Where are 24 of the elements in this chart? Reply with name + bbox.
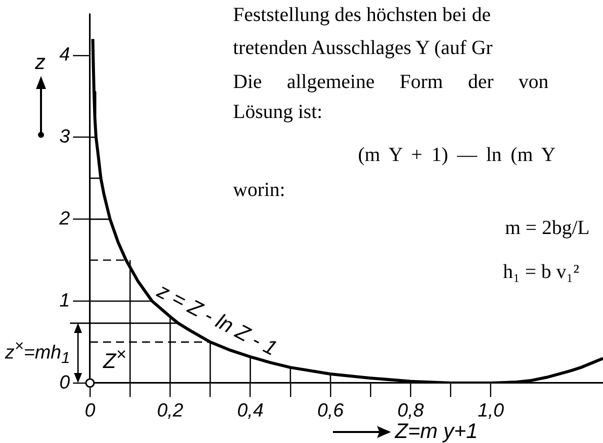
- text: z = Z - ln Z - 1: [153, 280, 280, 361]
- annotation: tretenden Ausschlages Y (auf Gr: [233, 37, 493, 59]
- y-tick-label: 1: [59, 290, 70, 312]
- annotation: worin:: [233, 179, 286, 201]
- x-tick-label: 1,0: [478, 400, 504, 422]
- annotation: Z$^{×}$: [103, 344, 126, 374]
- x-tick-label: 0,4: [237, 400, 264, 422]
- annotation: (m Y + 1) — ln (m Y: [358, 144, 556, 166]
- y-tick-label: 4: [59, 44, 70, 66]
- ref-line-label: z$^{×}$=mh$_{1}$: [5, 338, 70, 368]
- annotation: Feststellung des höchsten bei de: [233, 4, 491, 26]
- y-tick-label: 2: [58, 208, 70, 230]
- y-tick-label: 0: [59, 372, 70, 394]
- annotation: h₁ = b v₁²: [503, 261, 580, 283]
- x-tick-label: 0: [84, 400, 96, 422]
- x-tick-label: 0,8: [397, 400, 424, 422]
- annotation: m = 2bg/L: [505, 217, 590, 239]
- x-tick-label: 0,2: [156, 400, 184, 422]
- annotation: Lösung ist:: [233, 101, 322, 123]
- y-tick-label: 3: [59, 126, 70, 148]
- x-axis-title: Z=m y+1: [395, 420, 478, 443]
- y-axis-title: z: [35, 51, 46, 74]
- x-tick-label: 0,6: [317, 400, 344, 422]
- annotation: Die allgemeine Form der von: [233, 71, 548, 93]
